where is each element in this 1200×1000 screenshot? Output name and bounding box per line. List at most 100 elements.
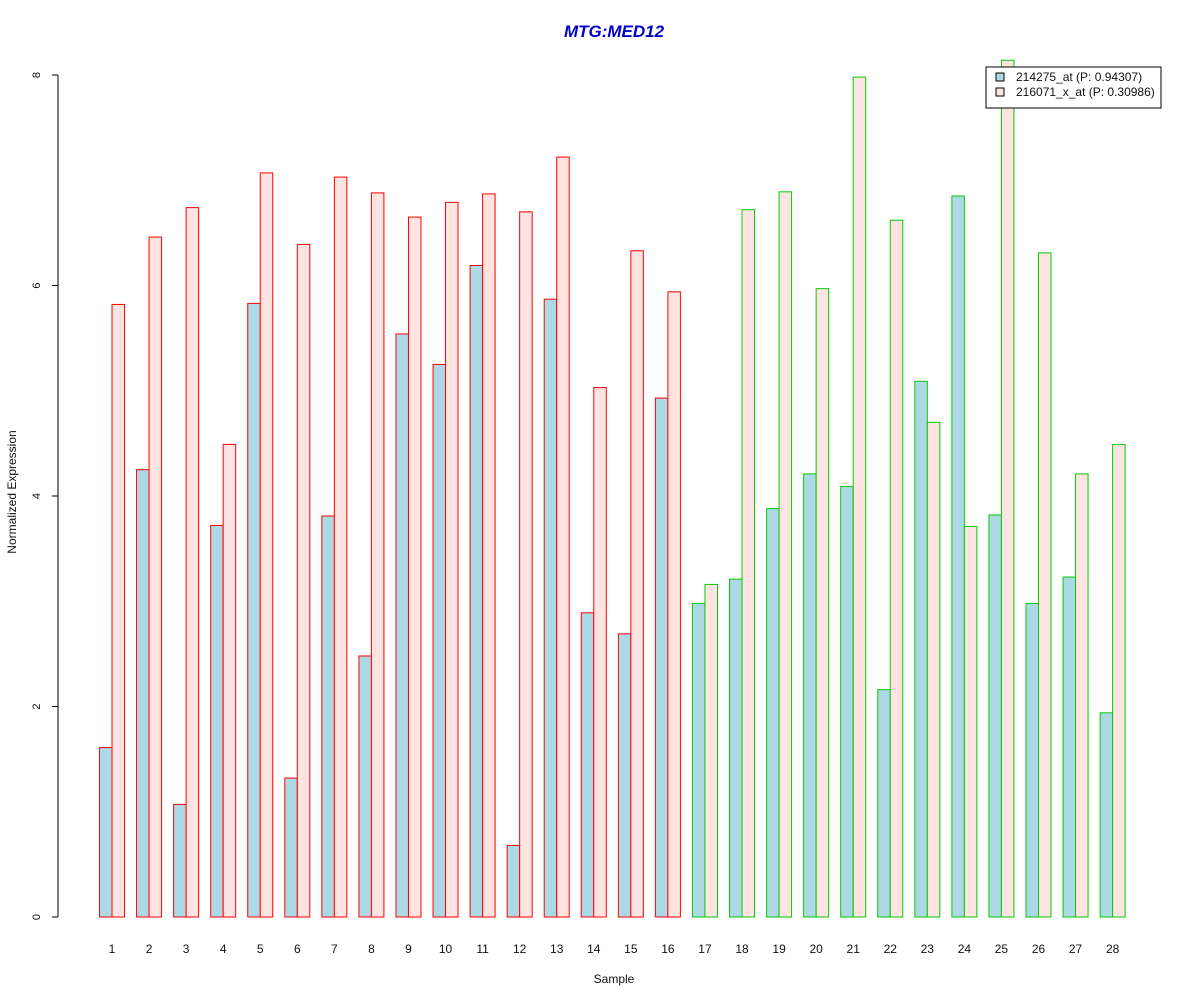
x-tick-label: 18: [735, 942, 749, 956]
bar-series1-sample-26: [1025, 602, 1039, 918]
y-tick-label: 6: [31, 282, 43, 288]
x-tick-label: 25: [995, 942, 1009, 956]
x-tick-label: 26: [1032, 942, 1046, 956]
bar-series2-sample-13: [556, 156, 570, 918]
bar-series1-sample-22: [877, 689, 891, 918]
chart-title: MTG:MED12: [564, 22, 665, 41]
legend-label-1: 214275_at (P: 0.94307): [1016, 70, 1142, 84]
x-tick-label: 4: [220, 942, 227, 956]
bar-series2-sample-7: [333, 176, 348, 918]
legend-swatch-1: [995, 72, 1005, 82]
bar-series2-sample-17: [704, 583, 718, 918]
bar-series1-sample-7: [321, 515, 335, 918]
bar-series2-sample-11: [482, 193, 496, 918]
x-tick-label: 8: [368, 942, 375, 956]
bar-series2-sample-12: [519, 211, 533, 918]
bar-series1-sample-5: [247, 302, 261, 918]
x-tick-label: 15: [624, 942, 638, 956]
axis-layer: 1 2 3 4 5 6 7 8 9 10 11 12 13 14 15 16 17 18 19 20 21 22 23 24 2…: [31, 72, 1120, 956]
x-tick-label: 23: [921, 942, 935, 956]
x-tick-label: 14: [587, 942, 601, 956]
bar-series2-sample-20: [815, 288, 830, 918]
bar-series2-sample-2: [148, 236, 163, 918]
bar-series1-sample-6: [284, 777, 298, 918]
bar-series2-sample-24: [963, 526, 978, 918]
bar-series2-sample-10: [445, 201, 459, 918]
bar-series1-sample-21: [840, 486, 854, 918]
bar-series1-sample-14: [580, 612, 595, 918]
bar-series2-sample-25: [1000, 59, 1015, 918]
bar-series1-sample-1: [99, 747, 113, 918]
bar-series1-sample-15: [617, 633, 632, 918]
bar-series1-sample-28: [1099, 712, 1114, 918]
bar-series2-sample-19: [778, 191, 793, 918]
y-tick-label: 4: [31, 493, 43, 499]
bar-series1-sample-24: [951, 195, 965, 918]
x-tick-label: 9: [405, 942, 412, 956]
x-tick-label: 27: [1069, 942, 1083, 956]
bar-series1-sample-11: [469, 265, 484, 918]
bar-series1-sample-19: [766, 508, 780, 918]
bar-series2-sample-9: [407, 216, 422, 918]
bar-series2-sample-27: [1075, 473, 1089, 918]
bar-series1-sample-18: [729, 578, 743, 918]
x-tick-label: 13: [550, 942, 564, 956]
x-tick-label: 24: [958, 942, 972, 956]
x-tick-label: 22: [884, 942, 898, 956]
bar-series2-sample-5: [259, 172, 274, 918]
x-axis-label: Sample: [594, 972, 635, 986]
bar-series1-sample-17: [691, 602, 706, 918]
bar-series2-sample-6: [296, 243, 311, 918]
bar-series2-sample-14: [593, 387, 607, 918]
x-tick-label: 6: [294, 942, 301, 956]
bar-series1-sample-16: [654, 397, 669, 918]
bar-series1-sample-4: [210, 524, 224, 918]
bar-series1-sample-23: [914, 380, 928, 918]
x-tick-label: 19: [772, 942, 786, 956]
bar-series2-sample-3: [185, 207, 200, 918]
bar-series1-sample-25: [988, 514, 1002, 918]
legend-label-2: 216071_x_at (P: 0.30986): [1016, 85, 1155, 99]
legend-swatch-2: [995, 87, 1005, 97]
legend-box: [985, 66, 1162, 109]
x-tick-label: 16: [661, 942, 675, 956]
bar-series1-sample-27: [1062, 576, 1077, 918]
bar-series1-sample-12: [506, 844, 521, 918]
x-tick-label: 21: [847, 942, 861, 956]
bar-series2-sample-23: [926, 421, 941, 918]
bar-series2-sample-21: [852, 76, 867, 918]
y-tick-label: 8: [31, 72, 43, 78]
y-axis-label: Normalized Expression: [5, 430, 19, 553]
x-tick-label: 3: [183, 942, 190, 956]
y-tick-label: 0: [31, 914, 43, 920]
bar-series2-sample-8: [370, 192, 385, 918]
x-tick-label: 1: [109, 942, 116, 956]
x-tick-label: 12: [513, 942, 527, 956]
bar-series1-sample-10: [432, 363, 447, 918]
bar-series1-sample-8: [358, 655, 372, 918]
bar-series2-sample-28: [1112, 443, 1126, 918]
x-tick-label: 10: [439, 942, 453, 956]
bar-series2-sample-22: [889, 219, 904, 918]
legend: 214275_at (P: 0.94307)216071_x_at (P: 0.…: [985, 66, 1162, 109]
x-tick-label: 2: [146, 942, 153, 956]
bar-series2-sample-1: [111, 303, 125, 918]
x-tick-label: 5: [257, 942, 264, 956]
bar-series1-sample-2: [136, 469, 150, 918]
x-tick-label: 11: [476, 942, 489, 956]
bar-series2-sample-18: [741, 209, 756, 918]
bar-series1-sample-3: [173, 803, 187, 918]
x-tick-label: 20: [809, 942, 823, 956]
bar-series1-sample-13: [543, 298, 558, 918]
bar-series2-sample-26: [1038, 252, 1052, 918]
bar-series1-sample-9: [395, 333, 409, 918]
x-tick-label: 28: [1106, 942, 1120, 956]
bar-series1-sample-20: [803, 473, 817, 918]
x-tick-label: 17: [698, 942, 712, 956]
bars-layer: [99, 59, 1126, 918]
bar-series2-sample-15: [630, 250, 644, 918]
x-tick-label: 7: [331, 942, 338, 956]
bar-series2-sample-4: [222, 443, 237, 918]
